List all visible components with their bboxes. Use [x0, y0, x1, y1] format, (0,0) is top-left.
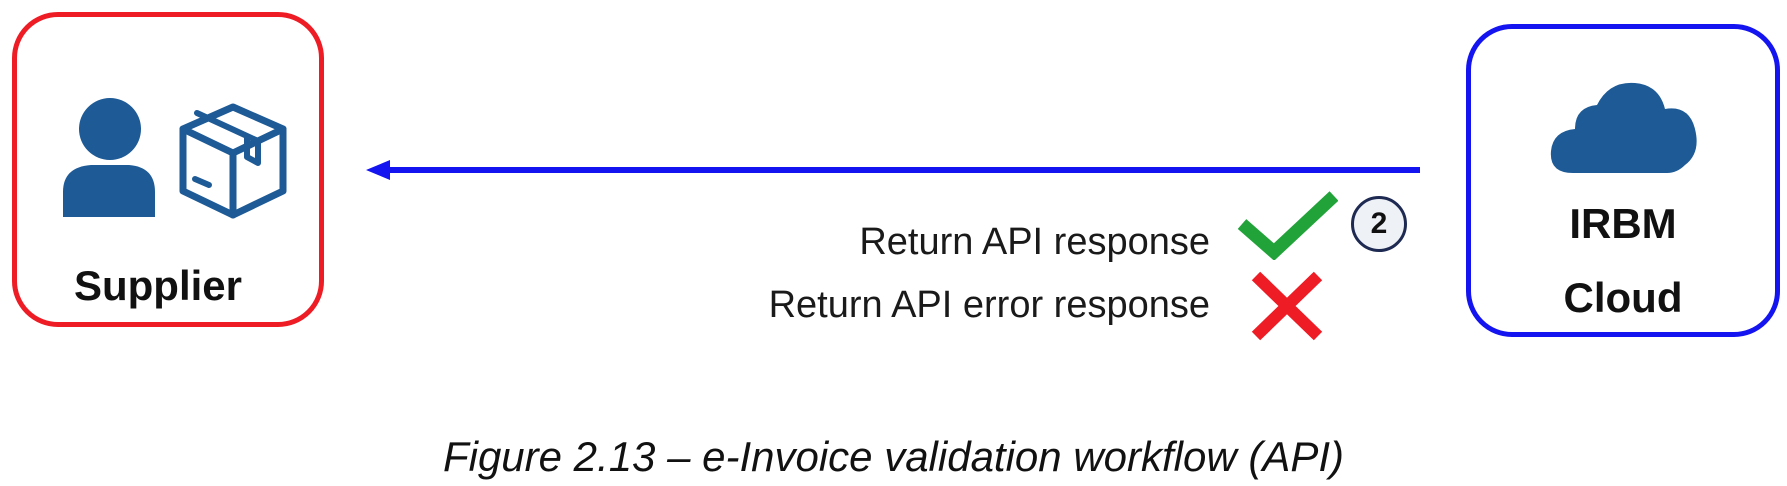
cross-icon	[1251, 271, 1323, 341]
supplier-node: Supplier	[12, 12, 324, 327]
cloud-icon	[1549, 79, 1701, 173]
supplier-label: Supplier	[73, 262, 243, 309]
cloud-label: Cloud	[1563, 274, 1683, 321]
package-box-icon	[175, 101, 291, 221]
step-number-badge: 2	[1351, 196, 1407, 252]
api-response-label: Return API response	[859, 221, 1210, 263]
figure-caption: Figure 2.13 – e-Invoice validation workf…	[442, 433, 1345, 480]
irbm-cloud-node: IRBM Cloud	[1466, 24, 1780, 337]
api-error-response-label: Return API error response	[768, 284, 1210, 326]
irbm-label: IRBM	[1569, 200, 1677, 247]
response-arrow	[366, 160, 1420, 180]
check-icon	[1238, 191, 1338, 260]
person-icon	[61, 97, 157, 217]
